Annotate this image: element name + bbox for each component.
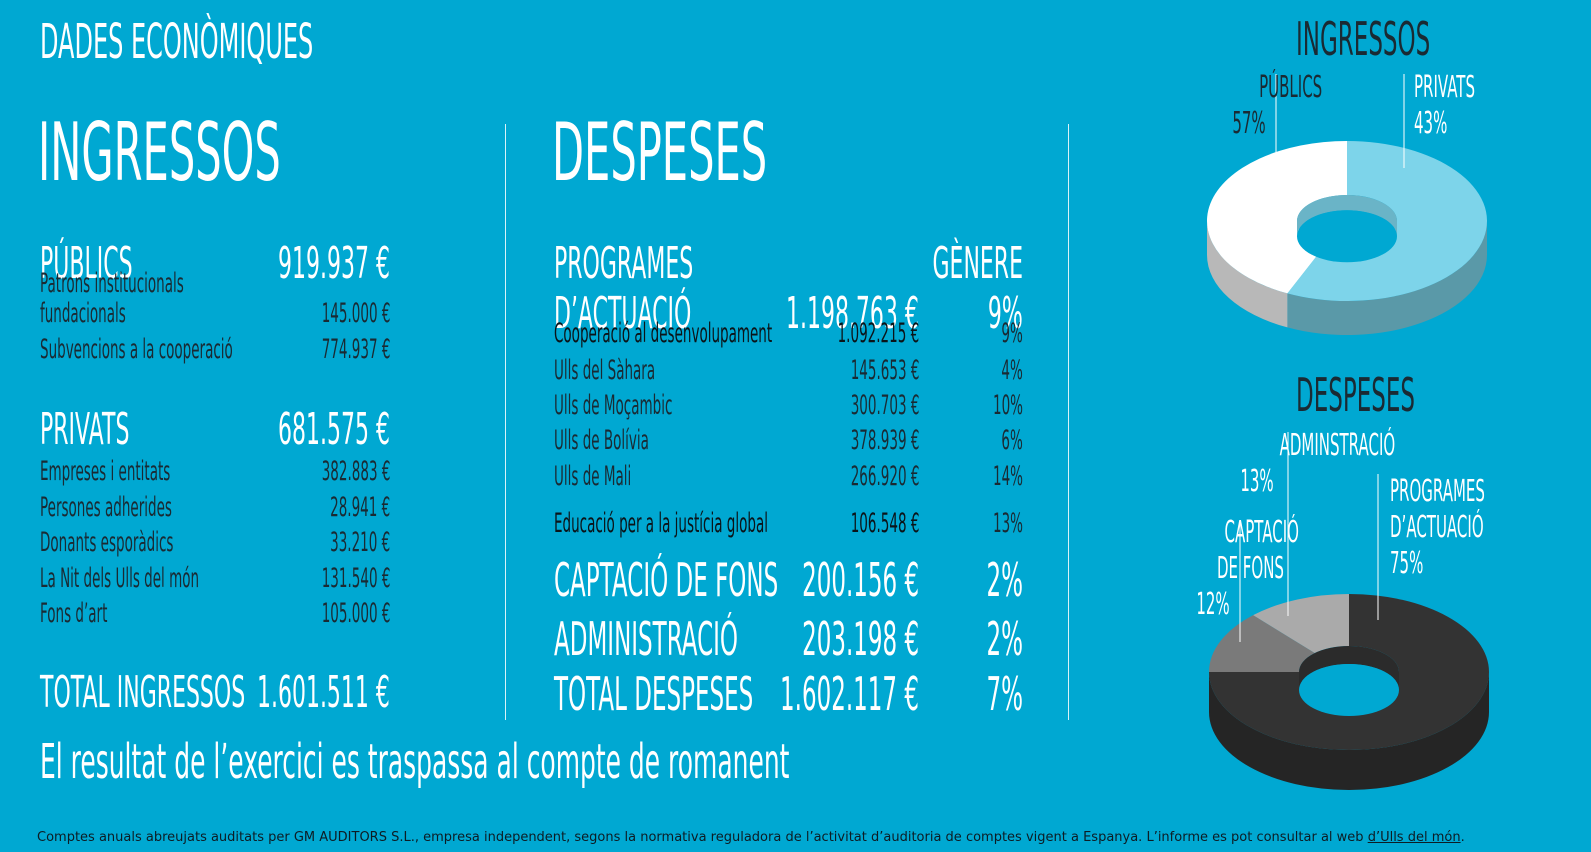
- private-value: 681.575 €: [278, 404, 390, 455]
- income-item-label: fundacionals: [40, 298, 126, 329]
- program-item-label: Ulls de Bolívia: [554, 425, 649, 456]
- chart-1-slice-0: [1209, 594, 1489, 750]
- expenses-slice-label-programs: PROGRAMES D’ACTUACIÓ 75%: [1390, 474, 1485, 581]
- education-value: 106.548 €: [850, 508, 919, 539]
- income-chart-title: INGRESSOS: [1296, 12, 1431, 66]
- chart-0-slice-side-0: [1287, 221, 1487, 335]
- program-item-gender: 4%: [1001, 355, 1023, 386]
- income-total-label: TOTAL INGRESSOS: [40, 667, 246, 718]
- income-item-label: La Nit dels Ulls del món: [40, 563, 200, 594]
- chart-0-slice-1: [1207, 141, 1347, 294]
- education-gender: 13%: [992, 508, 1023, 539]
- cooperation-gender: 9%: [1001, 318, 1023, 349]
- program-item-value: 266.920 €: [850, 461, 919, 492]
- expenses-total-gender: 7%: [986, 667, 1023, 721]
- income-item-value: 774.937 €: [321, 334, 390, 365]
- program-item-value: 378.939 €: [850, 425, 919, 456]
- program-item-label: Ulls de Moçambic: [554, 390, 673, 421]
- public-value: 919.937 €: [278, 238, 390, 289]
- expenses-total-label: TOTAL DESPESES: [554, 667, 754, 721]
- expenses-total-value: 1.602.117 €: [780, 667, 919, 721]
- administration-label: ADMINISTRACIÓ: [554, 612, 739, 666]
- gender-header: GÈNERE: [932, 238, 1023, 289]
- programs-label: PROGRAMES: [554, 238, 694, 289]
- program-item-gender: 10%: [992, 390, 1023, 421]
- footer-text: Comptes anuals abreujats auditats per GM…: [37, 830, 1368, 845]
- fundraising-gender: 2%: [986, 553, 1023, 607]
- income-item-label: Donants esporàdics: [40, 527, 174, 558]
- chart-1-slice-side-0: [1209, 672, 1489, 790]
- programs-label: D’ACTUACIÓ: [554, 288, 692, 339]
- chart-0-slice-side-1: [1207, 221, 1288, 328]
- chart-0-hole: [1297, 210, 1397, 263]
- income-item-value: 105.000 €: [321, 598, 390, 629]
- program-item-label: Ulls del Sàhara: [554, 355, 656, 386]
- income-item-value: 28.941 €: [329, 492, 390, 523]
- expenses-chart-title: DESPESES: [1296, 368, 1415, 422]
- administration-gender: 2%: [986, 612, 1023, 666]
- education-label: Educació per a la justícia global: [554, 508, 768, 539]
- income-slice-label-private: PRIVATS 43%: [1414, 70, 1475, 141]
- income-item-value: 33.210 €: [329, 527, 390, 558]
- program-item-value: 300.703 €: [850, 390, 919, 421]
- program-item-gender: 14%: [992, 461, 1023, 492]
- chart-1-hole: [1299, 664, 1399, 716]
- chart-0-slice-0: [1287, 141, 1487, 301]
- income-item-label: Patrons institucionals: [40, 268, 184, 299]
- chart-1-slice-2: [1253, 594, 1349, 654]
- page-title: DADES ECONÒMIQUES: [40, 14, 314, 70]
- income-item-label: Subvencions a la cooperació: [40, 334, 233, 365]
- income-item-value: 131.540 €: [321, 563, 390, 594]
- public-label: PÚBLICS: [40, 238, 133, 289]
- administration-value: 203.198 €: [801, 612, 919, 666]
- income-item-value: 382.883 €: [321, 456, 390, 487]
- income-slice-label-public: PÚBLICS 57%: [1232, 70, 1323, 141]
- expenses-slice-label-fundraising: CAPTACIÓ DE FONS 12%: [1196, 515, 1299, 622]
- income-item-label: Persones adherides: [40, 492, 172, 523]
- expenses-title: DESPESES: [552, 106, 768, 199]
- footer-note: Comptes anuals abreujats auditats per GM…: [37, 830, 1465, 845]
- income-item-value: 145.000 €: [321, 298, 390, 329]
- footer-end: .: [1460, 830, 1465, 845]
- column-divider: [1068, 124, 1069, 720]
- cooperation-label: Cooperació al desenvolupament: [554, 318, 773, 349]
- program-item-gender: 6%: [1001, 425, 1023, 456]
- expenses-slice-label-admin: ADMINSTRACIÓ 13%: [1240, 428, 1396, 499]
- chart-0-hole-wall: [1297, 195, 1397, 237]
- chart-1-hole-wall: [1299, 646, 1399, 690]
- program-item-value: 145.653 €: [850, 355, 919, 386]
- fundraising-label: CAPTACIÓ DE FONS: [554, 553, 779, 607]
- chart-1-slice-1: [1209, 615, 1315, 672]
- programs-gender: 9%: [988, 288, 1023, 339]
- income-item-label: Empreses i entitats: [40, 456, 171, 487]
- result-text: El resultat de l’exercici es traspassa a…: [40, 734, 790, 790]
- income-item-label: Fons d’art: [40, 598, 108, 629]
- footer-link[interactable]: d’Ulls del món: [1367, 830, 1461, 845]
- cooperation-value: 1.092.215 €: [837, 318, 919, 349]
- income-total-value: 1.601.511 €: [257, 667, 390, 718]
- fundraising-value: 200.156 €: [801, 553, 919, 607]
- private-label: PRIVATS: [40, 404, 130, 455]
- income-title: INGRESSOS: [38, 106, 281, 199]
- column-divider: [505, 124, 506, 720]
- programs-value: 1.198.763 €: [786, 288, 919, 339]
- program-item-label: Ulls de Mali: [554, 461, 632, 492]
